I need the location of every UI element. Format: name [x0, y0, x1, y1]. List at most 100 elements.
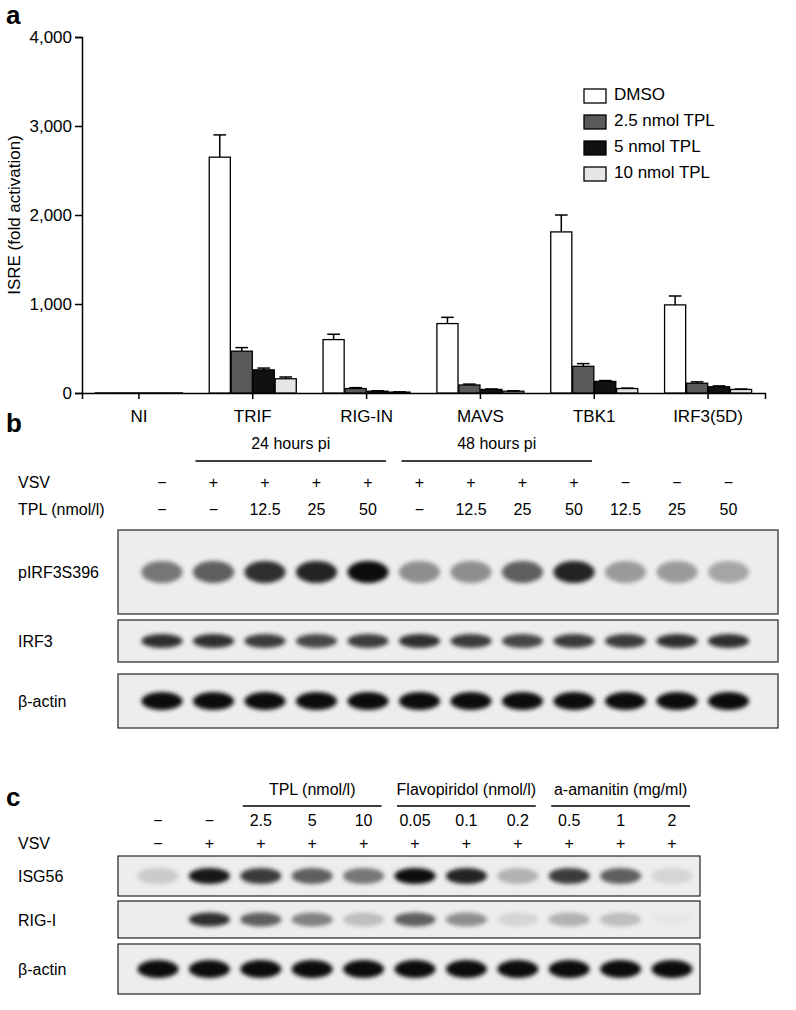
- condition-label: TPL (nmol/l): [18, 501, 105, 518]
- x-tick-mark: [138, 393, 140, 399]
- band: [708, 692, 749, 710]
- band: [399, 692, 440, 710]
- band: [549, 868, 590, 884]
- y-tick: 1,000: [29, 295, 82, 314]
- error-bar: [713, 385, 726, 387]
- band: [137, 960, 178, 978]
- band: [502, 634, 543, 648]
- condition-value: 0.05: [399, 812, 430, 829]
- panel-label: b: [6, 408, 22, 438]
- condition-value: 25: [668, 501, 686, 518]
- band: [296, 561, 337, 583]
- band: [240, 960, 281, 978]
- band: [549, 960, 590, 978]
- condition-value: +: [308, 835, 317, 852]
- bar: [709, 387, 730, 393]
- y-tick-label: 3,000: [29, 117, 72, 136]
- condition-value: +: [462, 835, 471, 852]
- band: [600, 913, 641, 927]
- band: [137, 913, 178, 927]
- band: [193, 561, 234, 583]
- bar: [503, 391, 524, 393]
- error-bar: [441, 317, 454, 323]
- y-tick-label: 1,000: [29, 295, 72, 314]
- legend-label: 10 nmol TPL: [614, 163, 710, 182]
- bar: [481, 389, 502, 393]
- x-tick-label: MAVS: [457, 407, 504, 426]
- y-tick-mark: [75, 393, 82, 395]
- error-bar: [349, 387, 362, 389]
- band: [549, 913, 590, 927]
- condition-value: +: [260, 474, 269, 491]
- band: [605, 692, 646, 710]
- x-tick-mark: [252, 393, 254, 399]
- condition-value: 50: [565, 501, 583, 518]
- condition-value: 12.5: [610, 501, 641, 518]
- legend-item: 2.5 nmol TPL: [584, 111, 715, 130]
- bar: [231, 351, 252, 393]
- condition-value: −: [724, 474, 733, 491]
- error-bar: [669, 296, 682, 305]
- bar: [117, 392, 138, 393]
- x-tick-label: RIG-IN: [340, 407, 393, 426]
- x-tick-mark: [480, 393, 482, 399]
- blot-box: [118, 620, 778, 662]
- y-tick: 0: [63, 384, 82, 403]
- error-bar-stem: [447, 317, 449, 323]
- panel-label: c: [6, 782, 20, 812]
- condition-value: +: [363, 474, 372, 491]
- bands: [137, 960, 692, 978]
- band: [446, 868, 487, 884]
- x-tick: RIG-IN: [340, 393, 393, 426]
- error-bar: [555, 215, 568, 232]
- condition-value: +: [667, 835, 676, 852]
- error-bar: [463, 384, 476, 386]
- group-label: TPL (nmol/l): [269, 781, 356, 798]
- condition-value: +: [565, 835, 574, 852]
- error-bar: [577, 364, 590, 367]
- condition-value: +: [569, 474, 578, 491]
- band: [497, 868, 538, 884]
- condition-value: 50: [720, 501, 738, 518]
- band: [292, 960, 333, 978]
- x-axis: NITRIFRIG-INMAVSTBK1IRF3(5D): [83, 393, 766, 426]
- error-bar: [621, 388, 634, 389]
- band: [193, 692, 234, 710]
- bands: [141, 634, 749, 648]
- bar: [345, 389, 366, 393]
- condition-value: 25: [514, 501, 532, 518]
- error-bar-cap: [371, 390, 384, 392]
- condition-value: 12.5: [455, 501, 486, 518]
- band: [394, 868, 435, 884]
- group-line: [551, 805, 690, 807]
- condition-value: 25: [308, 501, 326, 518]
- group-line: [397, 805, 536, 807]
- condition-value: 0.5: [558, 812, 580, 829]
- x-tick: TBK1: [573, 393, 616, 426]
- error-bar-stem: [333, 334, 335, 339]
- error-bar: [485, 388, 498, 389]
- band: [141, 634, 182, 648]
- band: [651, 913, 692, 927]
- band: [708, 634, 749, 648]
- condition-value: +: [518, 474, 527, 491]
- bar: [595, 381, 616, 393]
- band: [244, 634, 285, 648]
- bar: [161, 392, 182, 393]
- group-line: [401, 460, 592, 462]
- x-tick: TRIF: [234, 393, 272, 426]
- band: [189, 913, 230, 927]
- condition-value: +: [466, 474, 475, 491]
- band: [296, 634, 337, 648]
- condition-value: +: [410, 835, 419, 852]
- error-bar: [735, 388, 748, 389]
- row-label: β-actin: [18, 961, 66, 978]
- bar: [665, 305, 686, 393]
- x-tick-mark: [594, 393, 596, 399]
- error-bar-cap: [507, 390, 520, 392]
- band: [292, 868, 333, 884]
- band: [399, 561, 440, 583]
- band: [708, 561, 749, 583]
- condition-value: −: [621, 474, 630, 491]
- band: [651, 960, 692, 978]
